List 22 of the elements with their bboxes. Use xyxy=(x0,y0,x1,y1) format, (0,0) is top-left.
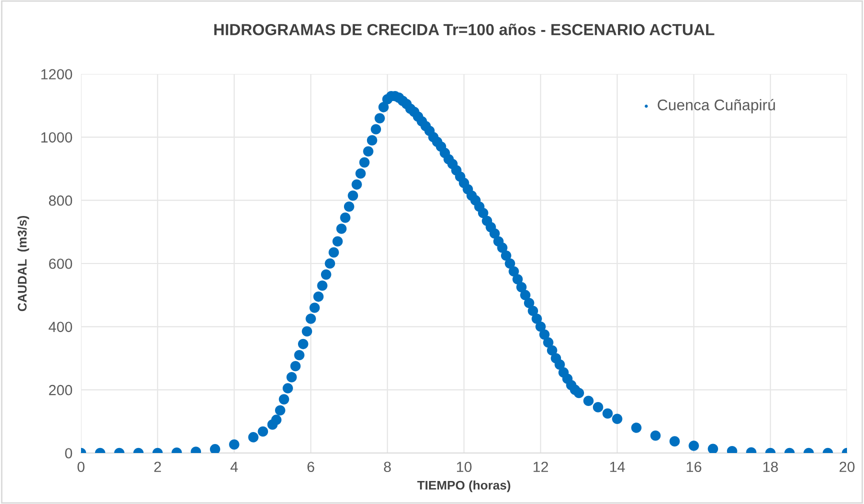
y-tick-label: 800 xyxy=(48,195,72,206)
y-tick-label: 1000 xyxy=(41,132,72,143)
x-tick-label: 18 xyxy=(763,462,778,472)
x-tick-label: 10 xyxy=(457,462,472,472)
y-tick-label: 200 xyxy=(49,384,72,396)
x-tick-label: 4 xyxy=(230,462,238,472)
y-tick-label: 400 xyxy=(48,322,72,332)
legend-label: Cuenca Cuñapirú xyxy=(658,98,775,114)
chart-title: HIDROGRAMAS DE CRECIDA Tr=100 años - ESCENARIO ACTUAL xyxy=(214,24,714,36)
x-tick-label: 2 xyxy=(154,462,161,472)
x-axis-title: TIEMPO (horas) xyxy=(417,480,510,492)
y-tick-label: 0 xyxy=(65,448,72,458)
x-tick-label: 20 xyxy=(840,462,855,472)
x-tick-label: 0 xyxy=(78,462,84,472)
x-tick-label: 8 xyxy=(384,462,391,472)
y-tick-label: 600 xyxy=(49,258,72,269)
y-tick-label: 1200 xyxy=(41,69,72,80)
y-axis-title: CAUDAL (m3/s) xyxy=(17,216,30,312)
x-tick-label: 14 xyxy=(610,462,625,472)
x-tick-label: 6 xyxy=(307,462,314,472)
x-tick-label: 12 xyxy=(534,462,548,472)
x-tick-label: 16 xyxy=(686,462,702,472)
